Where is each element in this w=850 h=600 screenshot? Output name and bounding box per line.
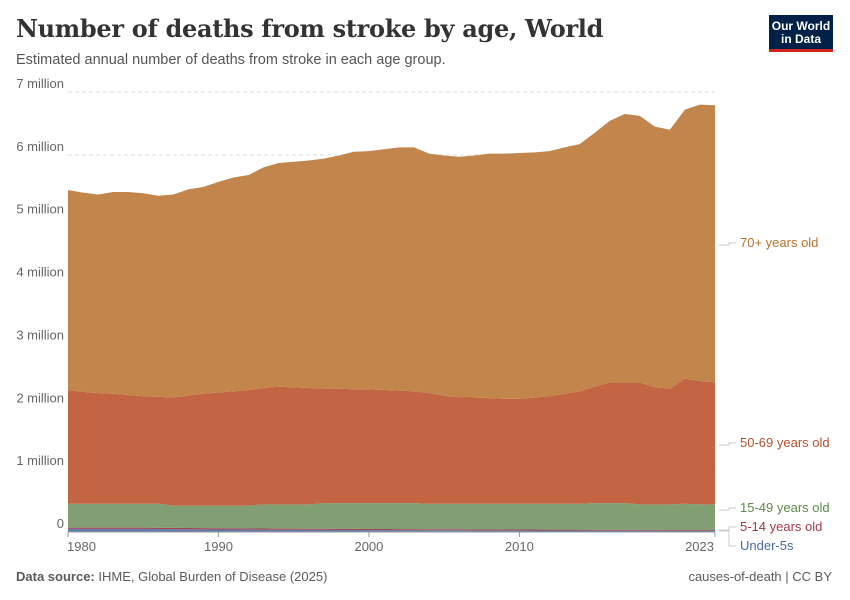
chart-title: Number of deaths from stroke by age, Wor… xyxy=(16,14,604,43)
series-label: Under-5s xyxy=(740,538,794,553)
series-label: 15-49 years old xyxy=(740,500,830,515)
data-source: Data source: IHME, Global Burden of Dise… xyxy=(16,569,327,584)
label-connector xyxy=(719,530,736,547)
y-tick-label: 7 million xyxy=(16,76,64,91)
series-label: 5-14 years old xyxy=(740,519,822,534)
y-tick-label: 6 million xyxy=(16,139,64,154)
label-connector xyxy=(719,507,736,511)
series-label: 50-69 years old xyxy=(740,435,830,450)
area-70-years-old xyxy=(68,104,715,399)
y-tick-label: 0 xyxy=(57,516,64,531)
owid-logo[interactable]: Our World in Data xyxy=(769,15,833,52)
area-5-14-years-old xyxy=(68,527,715,531)
y-tick-label: 5 million xyxy=(16,202,64,217)
y-tick-label: 2 million xyxy=(16,390,64,405)
area-under-5s xyxy=(68,528,715,532)
y-tick-label: 4 million xyxy=(16,265,64,280)
label-connector xyxy=(719,242,736,246)
area-50-69-years-old xyxy=(68,378,715,506)
y-tick-label: 3 million xyxy=(16,327,64,342)
y-tick-label: 1 million xyxy=(16,453,64,468)
label-connector xyxy=(719,526,736,531)
series-label: 70+ years old xyxy=(740,235,818,250)
data-source-label: Data source: xyxy=(16,569,95,584)
data-source-link[interactable]: IHME, Global Burden of Disease (2025) xyxy=(98,569,328,584)
area-15-49-years-old xyxy=(68,503,715,530)
license-text[interactable]: causes-of-death | CC BY xyxy=(688,569,832,584)
x-tick-label: 2023 xyxy=(685,539,714,554)
x-tick-label: 1980 xyxy=(67,539,96,554)
x-tick-label: 2000 xyxy=(354,539,383,554)
x-tick-label: 2010 xyxy=(505,539,534,554)
x-tick-label: 1990 xyxy=(204,539,233,554)
chart-subtitle: Estimated annual number of deaths from s… xyxy=(16,52,446,68)
label-connector xyxy=(719,442,736,446)
